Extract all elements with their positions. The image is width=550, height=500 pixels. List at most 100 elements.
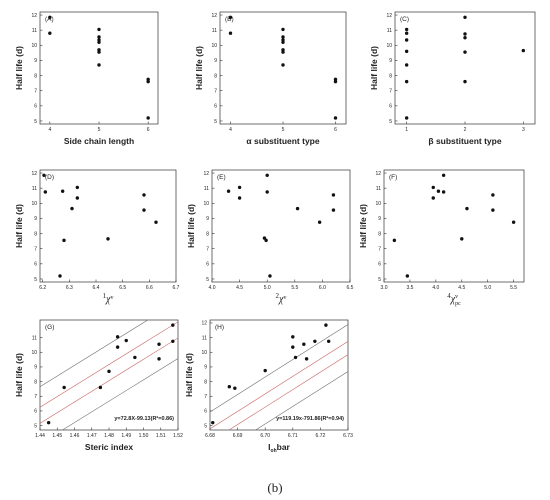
data-point [142,193,146,197]
x-tick-label: 6.5 [119,285,126,291]
y-tick-label: 8 [378,231,381,237]
data-point [281,40,285,44]
confidence-band-line [228,354,348,430]
y-tick-label: 8 [34,73,37,79]
data-point [237,185,242,190]
data-point [97,50,101,54]
data-point [281,35,285,39]
y-tick-label: 12 [201,321,207,327]
y-tick-label: 11 [212,28,217,34]
panel-label: (E) [217,174,226,181]
data-point [98,385,103,390]
data-point [115,335,120,339]
y-tick-label: 11 [204,186,209,192]
y-tick-label: 12 [386,13,392,19]
data-point [313,339,317,343]
x-tick-label: 5.5 [510,285,517,291]
data-point [404,79,409,84]
data-point [295,206,300,211]
data-point [291,345,295,349]
y-tick-label: 6 [204,409,207,415]
prediction-band-line [255,371,348,430]
y-tick-label: 5 [214,119,217,125]
x-tick-label: 5 [282,127,285,133]
y-tick-label: 5 [389,119,392,125]
plot-frame [39,319,179,431]
x-axis-title: Iohbar [268,442,290,454]
data-point [97,27,101,32]
data-point [281,63,285,67]
y-tick-label: 5 [206,277,209,283]
data-point [227,385,232,389]
data-point [106,237,110,241]
data-point [211,420,215,425]
data-point [264,238,268,243]
x-tick-label: 1.46 [70,433,80,439]
x-tick-label: 1.44 [35,433,45,439]
x-axis-title: 1χv [103,292,114,305]
panel-g: (G) 5 6 7 8 9 10 11 1.44 1.45 1.46 1.47 1.48 1.49 1.50… [14,319,183,452]
data-point [404,31,409,35]
y-tick-label: 12 [203,171,209,177]
y-tick-label: 5 [34,423,37,429]
y-axis-title: Half life (d) [14,204,24,248]
data-point [157,357,161,361]
y-tick-label: 8 [34,379,37,385]
y-tick-label: 9 [34,365,37,371]
plot-frame [394,11,536,125]
y-tick-label: 10 [211,43,217,49]
data-point [304,357,309,361]
y-axis-title: Half life (d) [358,204,368,248]
y-tick-label: 12 [375,171,381,177]
y-tick-label: 9 [214,58,217,64]
panel-label: (F) [389,174,397,181]
data-point [302,342,306,346]
data-point [146,79,150,84]
data-point [441,173,446,177]
panel-h: (H) 5 6 7 8 9 10 11 12 6.68 6.69 6.70 6.71 6.72 6.73 Ha… [184,319,353,454]
data-point [228,31,233,35]
y-tick-label: 9 [204,365,207,371]
x-tick-label: 6 [334,127,337,133]
y-tick-label: 8 [214,73,217,79]
y-tick-label: 5 [34,119,37,125]
x-tick-label: 6.68 [205,433,215,439]
data-point [42,173,46,177]
data-point [237,196,242,200]
y-tick-label: 11 [387,28,392,34]
data-point [491,208,495,212]
data-point [97,40,101,44]
x-tick-label: 4 [229,127,232,133]
x-tick-label: 6.73 [343,433,353,439]
data-point [331,208,336,212]
data-point [463,15,467,19]
y-tick-label: 7 [34,247,37,253]
data-point [463,32,467,36]
x-tick-label: 4.0 [209,285,216,291]
data-point [142,208,146,212]
data-point [521,48,526,53]
data-point [48,31,52,35]
x-tick-label: 4.5 [236,285,243,291]
data-point [75,185,80,190]
x-axis-title: Side chain length [64,136,134,146]
x-tick-label: 6.3 [66,285,73,291]
data-point [97,63,101,67]
x-tick-label: 1.49 [121,433,131,439]
y-tick-label: 7 [34,89,37,95]
prediction-band-line [61,358,178,430]
data-point [331,193,336,197]
data-point [154,220,158,224]
x-tick-label: 1.52 [173,433,183,439]
x-tick-label: 6.2 [39,285,46,291]
y-tick-label: 10 [375,201,381,207]
x-tick-label: 2 [464,127,467,133]
data-point [157,342,161,346]
y-tick-label: 12 [211,13,217,19]
x-tick-label: 3 [522,127,525,133]
data-point [404,63,409,67]
panel-e: (E) 5 6 7 8 9 10 11 12 4.0 4.5 5.0 5.5 6.0 6.5 Half lif… [186,169,354,305]
data-point [226,189,231,193]
x-axis-title: α substituent type [246,136,320,146]
